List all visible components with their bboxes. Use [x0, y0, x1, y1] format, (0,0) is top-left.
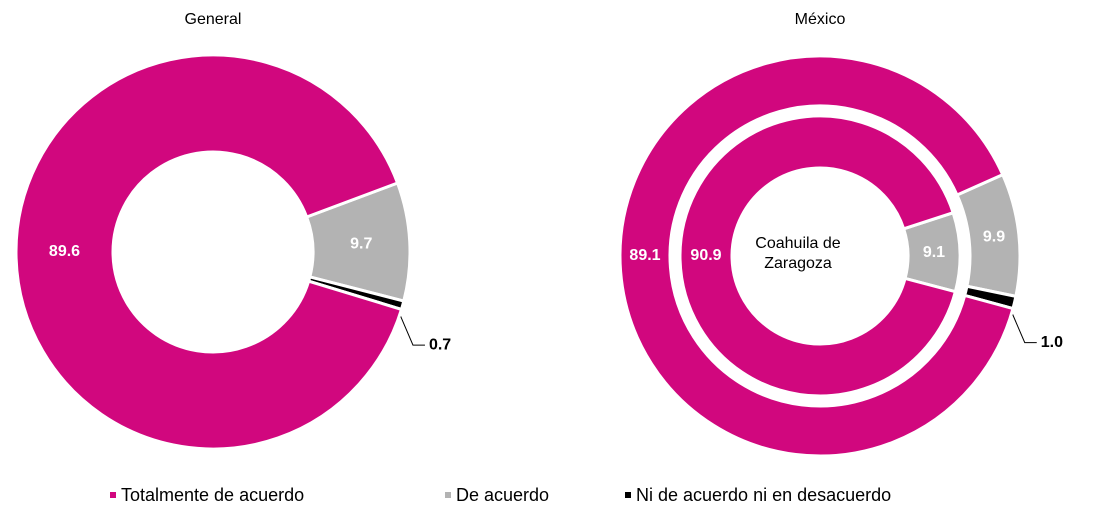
- data-label: 1.0: [1041, 334, 1063, 351]
- chart-title: General: [185, 11, 242, 28]
- data-label: 9.1: [923, 244, 945, 261]
- ring-label: Coahuila de Zaragoza: [755, 235, 841, 272]
- data-label: 9.7: [350, 235, 372, 252]
- legend-label: Totalmente de acuerdo: [121, 485, 304, 505]
- data-label: 89.6: [49, 243, 80, 260]
- legend-swatch: [445, 492, 451, 498]
- slice: [678, 114, 958, 398]
- legend-label: De acuerdo: [456, 485, 549, 505]
- legend-label: Ni de acuerdo ni en desacuerdo: [636, 485, 891, 505]
- data-label: 89.1: [629, 247, 660, 264]
- chart-title: México: [795, 11, 846, 28]
- slice: [14, 53, 404, 451]
- data-label: 0.7: [429, 336, 451, 353]
- legend-swatch: [110, 492, 116, 498]
- leader-line: [394, 302, 425, 346]
- data-label: 9.9: [983, 228, 1005, 245]
- legend-swatch: [625, 492, 631, 498]
- data-label: 90.9: [690, 247, 721, 264]
- slice: [618, 54, 1015, 458]
